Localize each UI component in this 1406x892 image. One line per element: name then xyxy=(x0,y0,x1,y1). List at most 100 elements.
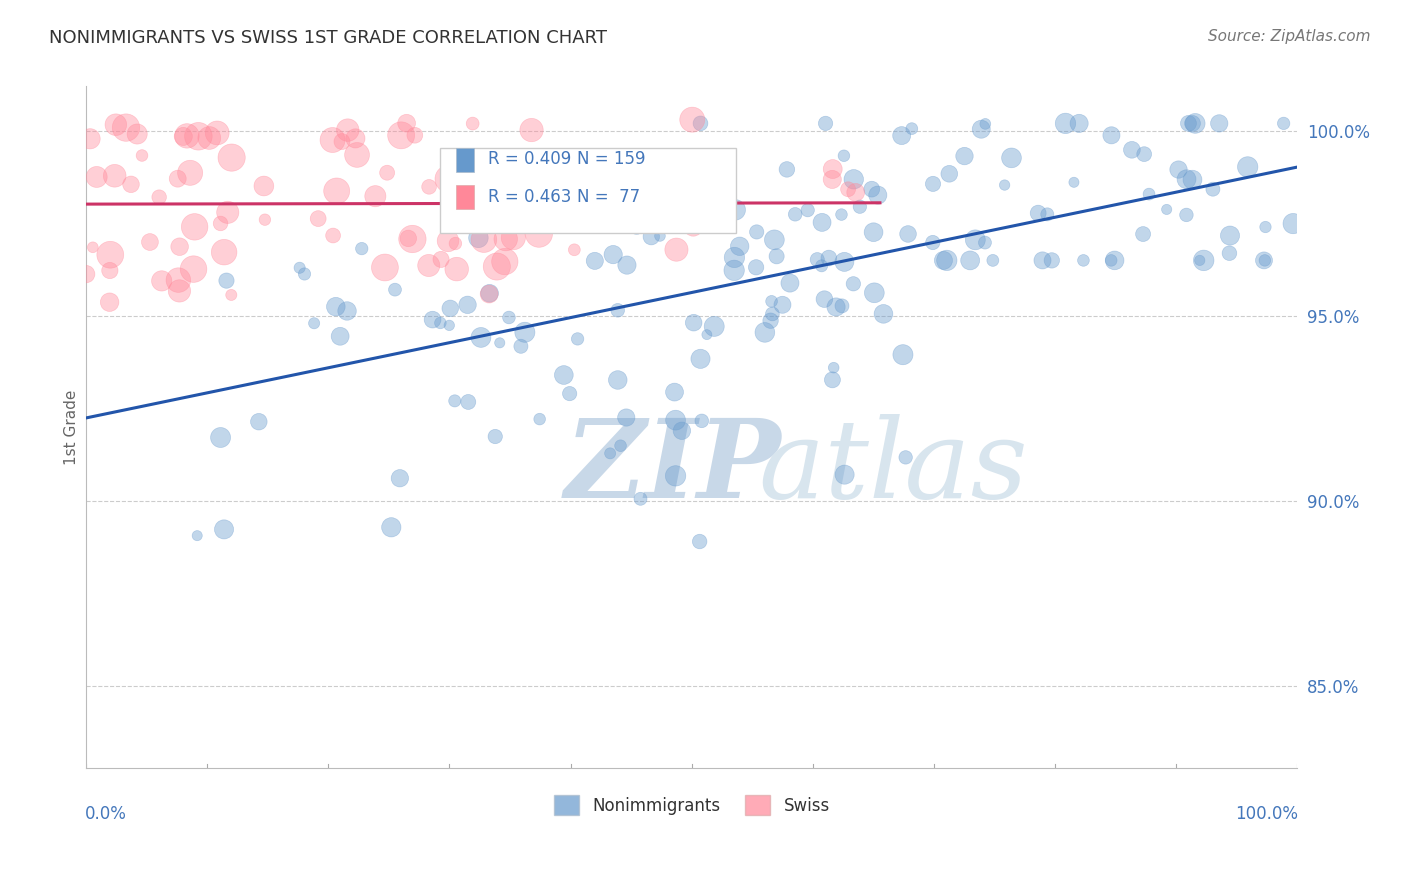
Point xyxy=(457,395,479,409)
Point xyxy=(1026,206,1049,220)
Point xyxy=(209,430,232,444)
Point xyxy=(502,230,524,244)
Point xyxy=(1218,246,1240,260)
Point xyxy=(384,283,406,297)
Point xyxy=(616,258,638,272)
Point xyxy=(1202,182,1225,196)
Point xyxy=(779,276,801,290)
Point xyxy=(187,129,209,144)
Point xyxy=(527,227,550,241)
Point xyxy=(98,248,121,262)
Point xyxy=(485,260,508,274)
Point xyxy=(120,178,142,192)
Point xyxy=(1073,253,1095,268)
Point xyxy=(772,298,794,312)
Point xyxy=(872,307,894,321)
Point xyxy=(422,312,444,326)
Point xyxy=(167,273,190,287)
Text: 0.0%: 0.0% xyxy=(84,805,127,823)
Point xyxy=(648,229,671,244)
Legend: Nonimmigrants, Swiss: Nonimmigrants, Swiss xyxy=(554,795,830,815)
Point xyxy=(810,259,832,273)
Point xyxy=(814,116,837,130)
Point xyxy=(806,252,828,267)
Point xyxy=(375,166,398,180)
Point xyxy=(336,304,359,318)
Point xyxy=(609,439,631,453)
Point xyxy=(821,162,844,177)
Point xyxy=(209,217,232,231)
Point xyxy=(446,262,468,277)
Point xyxy=(796,203,818,218)
Point xyxy=(494,254,516,268)
Point xyxy=(745,225,768,239)
Text: NONIMMIGRANTS VS SWISS 1ST GRADE CORRELATION CHART: NONIMMIGRANTS VS SWISS 1ST GRADE CORRELA… xyxy=(49,29,607,46)
Point xyxy=(664,468,686,483)
Point xyxy=(183,219,205,234)
Point xyxy=(745,260,768,275)
Point xyxy=(842,172,865,186)
Point xyxy=(437,234,460,248)
Point xyxy=(831,299,853,313)
Point xyxy=(935,253,957,268)
Point xyxy=(537,203,560,218)
Point xyxy=(176,128,198,143)
Point xyxy=(472,233,495,247)
Point xyxy=(169,284,191,298)
Point xyxy=(1192,253,1215,268)
Point xyxy=(1156,202,1178,217)
Point xyxy=(430,252,453,267)
Point xyxy=(1054,116,1077,130)
Point xyxy=(1253,253,1275,268)
Text: Source: ZipAtlas.com: Source: ZipAtlas.com xyxy=(1208,29,1371,44)
Point xyxy=(614,410,637,425)
Point xyxy=(509,339,531,353)
Point xyxy=(713,186,735,200)
Point xyxy=(253,179,276,194)
Point xyxy=(457,298,479,312)
Point xyxy=(860,182,883,196)
Text: ZIP: ZIP xyxy=(565,414,782,522)
Bar xyxy=(456,148,474,171)
Point xyxy=(558,386,581,401)
Point xyxy=(183,262,205,277)
Point xyxy=(606,303,628,318)
Point xyxy=(1177,116,1199,130)
Point xyxy=(98,263,121,277)
Text: R = 0.463: R = 0.463 xyxy=(488,188,572,206)
Point xyxy=(662,204,685,219)
Point xyxy=(842,277,865,291)
Point xyxy=(689,116,711,130)
Point xyxy=(602,247,624,261)
Point xyxy=(205,126,228,140)
Point xyxy=(498,310,520,325)
Point xyxy=(336,123,359,137)
Point xyxy=(682,316,704,330)
Point xyxy=(668,206,690,220)
Point xyxy=(529,412,551,426)
Point xyxy=(682,219,704,234)
Point xyxy=(418,179,440,194)
Point xyxy=(921,235,943,250)
Point xyxy=(837,182,859,196)
Point xyxy=(761,307,783,321)
Point xyxy=(1254,253,1277,268)
Point xyxy=(79,132,101,146)
Point xyxy=(484,429,506,443)
Point xyxy=(959,253,981,268)
Point xyxy=(821,172,844,186)
Point xyxy=(346,148,368,162)
Point xyxy=(470,330,492,344)
Point xyxy=(1121,143,1143,157)
Point xyxy=(664,413,686,427)
Point xyxy=(444,236,467,251)
Text: N =  77: N = 77 xyxy=(576,188,640,206)
Point xyxy=(922,177,945,191)
Point xyxy=(467,231,489,245)
Point xyxy=(891,348,914,362)
Point xyxy=(1133,147,1156,161)
Y-axis label: 1st Grade: 1st Grade xyxy=(65,389,79,465)
Point xyxy=(186,529,208,543)
Point xyxy=(127,127,149,141)
Point xyxy=(169,240,191,254)
